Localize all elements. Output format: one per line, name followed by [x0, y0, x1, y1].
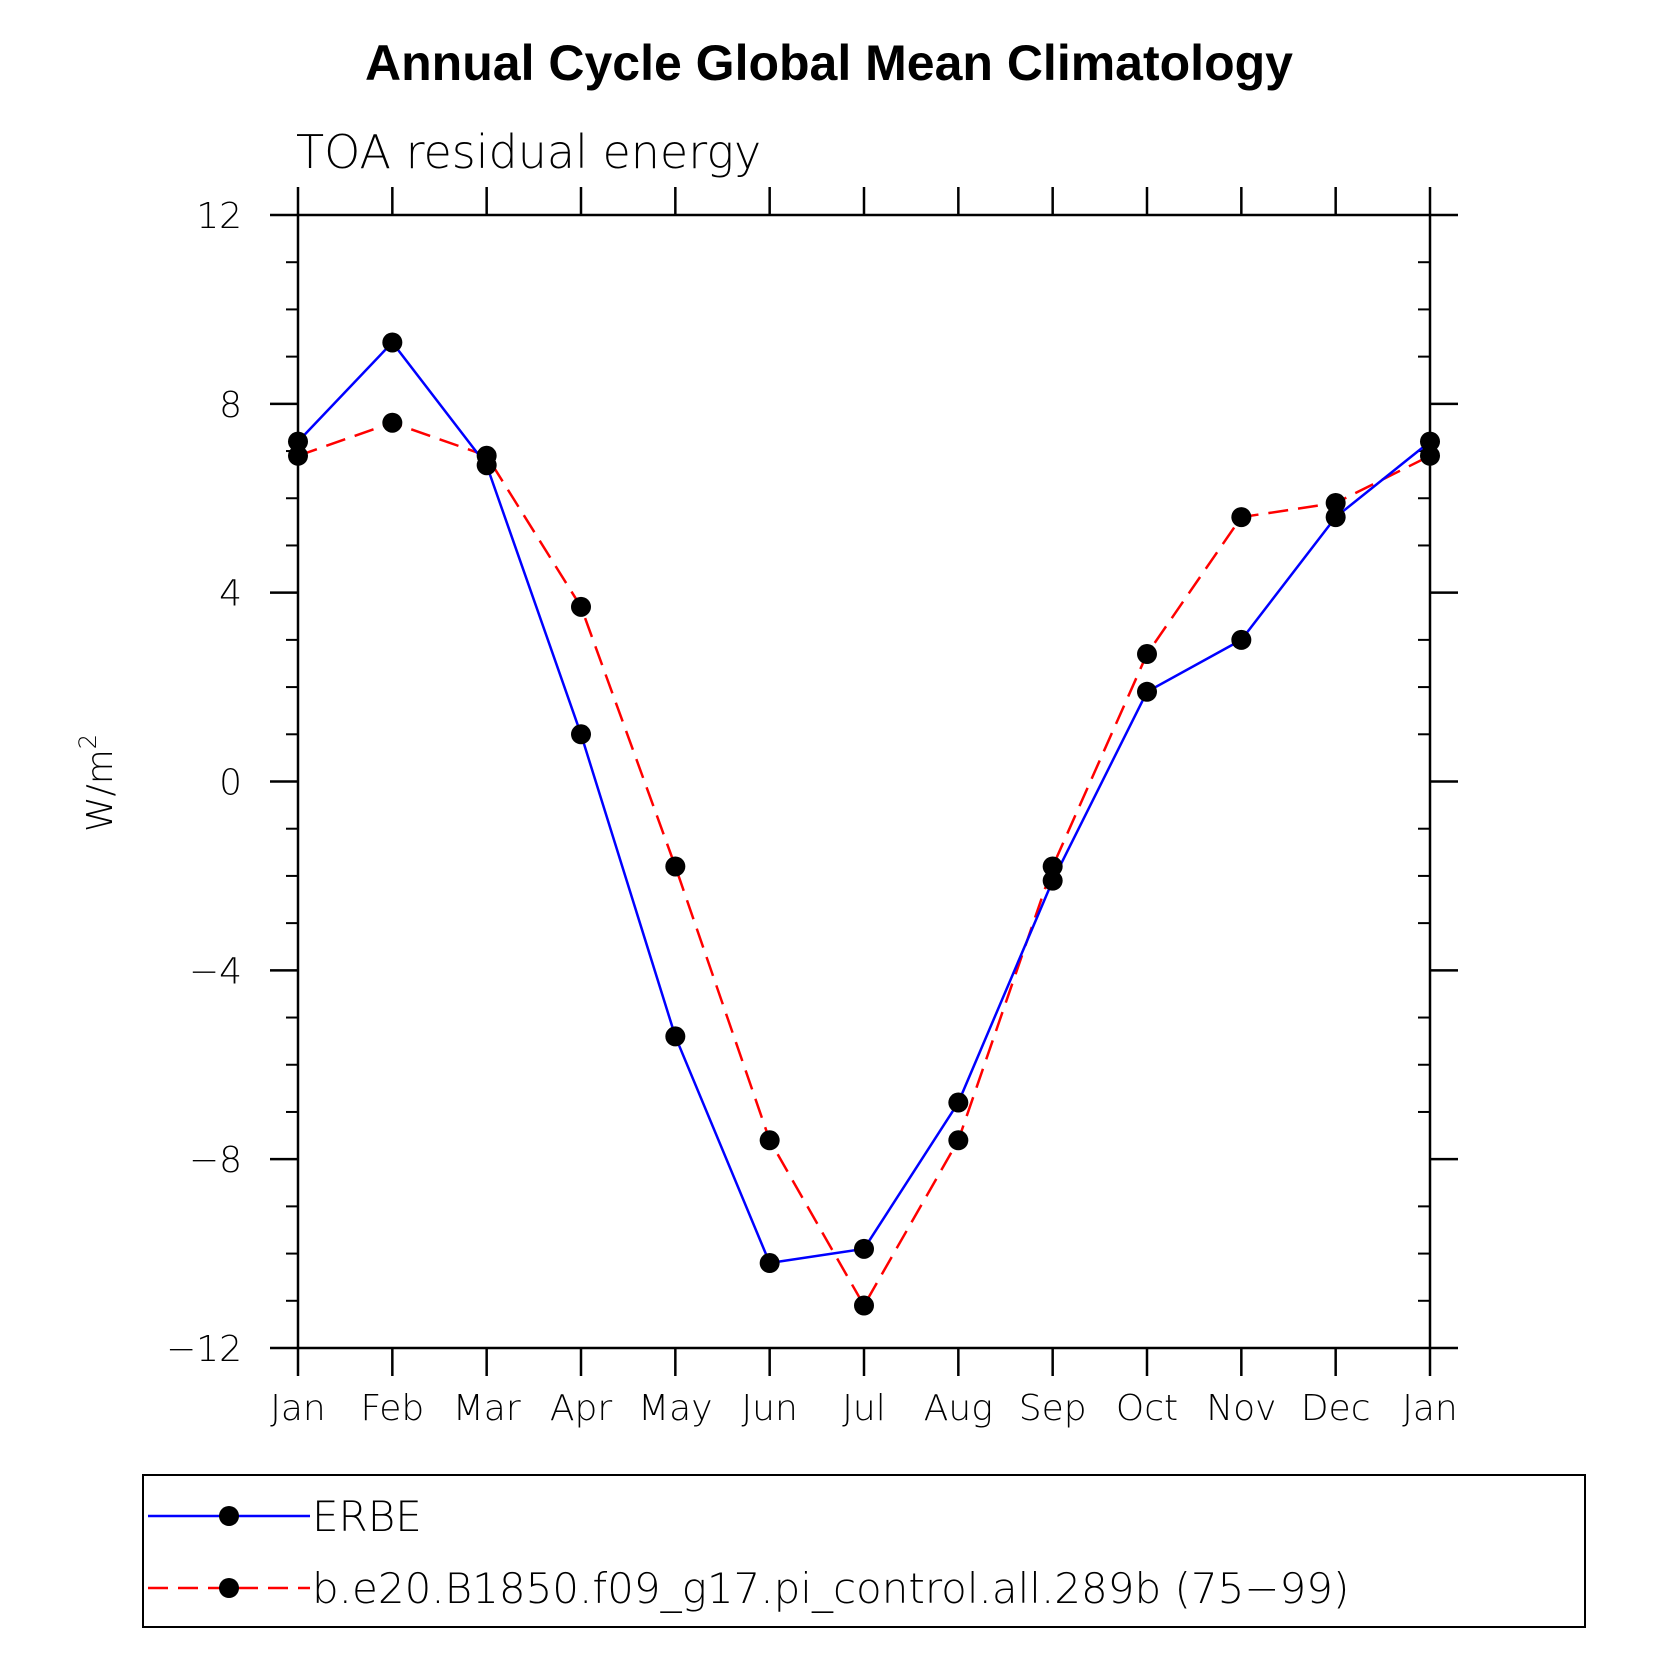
x-tick-label: Jan [270, 1388, 326, 1429]
data-point-erbe [665, 1026, 686, 1047]
y-axis-label-superscript: 2 [74, 734, 102, 749]
data-point-model [571, 596, 591, 617]
x-tick-label: Feb [360, 1388, 424, 1429]
data-point-erbe [571, 724, 591, 745]
chart-title: Annual Cycle Global Mean Climatology [365, 35, 1293, 91]
y-axis-label: W/m2 [74, 734, 121, 832]
series-lines [297, 340, 1431, 1309]
legend-marker-model [219, 1578, 239, 1598]
series-line-erbe [297, 340, 1431, 1265]
y-tick-label: 8 [219, 385, 242, 426]
data-point-erbe [1231, 629, 1252, 650]
chart-subtitle: TOA residual energy [296, 125, 761, 179]
data-point-erbe [1137, 681, 1157, 702]
x-tick-label: Dec [1301, 1388, 1371, 1429]
legend-label-erbe: ERBE [312, 1492, 422, 1541]
series-line-model [297, 421, 1431, 1309]
data-point-model [382, 412, 403, 433]
legend: ERBE b.e20.B1850.f09_g17.pi_control.all.… [142, 1474, 1586, 1628]
data-point-model [1042, 856, 1063, 877]
y-axis-label-text: W/m [80, 749, 121, 832]
svg-text:W/m2: W/m2 [74, 734, 121, 832]
y-tick-label: −12 [166, 1329, 242, 1370]
data-point-model [854, 1295, 874, 1316]
data-point-erbe [1420, 431, 1440, 452]
x-tick-label: Mar [453, 1388, 521, 1429]
data-point-model [1325, 492, 1346, 513]
legend-marker-erbe [219, 1506, 239, 1526]
data-point-model [665, 856, 686, 877]
axes [296, 213, 1432, 1350]
x-tick-label: Jun [742, 1388, 798, 1429]
x-tick-label: Jan [1402, 1388, 1458, 1429]
data-point-erbe [948, 1092, 969, 1113]
y-tick-label: 12 [196, 196, 242, 237]
data-point-model [759, 1130, 780, 1151]
x-tick-label: Nov [1206, 1388, 1276, 1429]
x-tick-label: May [638, 1388, 712, 1429]
y-tick-label: −4 [189, 951, 242, 992]
data-point-model [288, 445, 308, 466]
y-tick-label: −8 [189, 1140, 242, 1181]
x-tick-label: Jul [842, 1388, 885, 1429]
data-point-model [476, 445, 497, 466]
data-point-erbe [382, 332, 403, 353]
axis-ticks: −12 −8 −4 0 4 8 12 Jan Feb Mar Apr May Jun Jul Aug Sep O… [166, 187, 1458, 1429]
legend-label-model: b.e20.B1850.f09_g17.pi_control.all.289b … [312, 1564, 1349, 1613]
legend-box [142, 1474, 1586, 1628]
data-point-erbe [854, 1238, 874, 1259]
data-point-erbe [1042, 870, 1063, 891]
x-tick-label: Apr [550, 1388, 612, 1429]
data-point-erbe [1325, 507, 1346, 528]
data-point-model [1231, 507, 1252, 528]
data-point-model [1420, 445, 1440, 466]
data-point-erbe [759, 1253, 780, 1274]
x-tick-label: Sep [1019, 1388, 1087, 1429]
y-tick-label: 4 [219, 574, 242, 615]
data-point-erbe [288, 431, 308, 452]
data-point-model [1137, 644, 1157, 665]
x-tick-label: Oct [1116, 1388, 1178, 1429]
series-markers [288, 332, 1440, 1316]
x-tick-label: Aug [924, 1388, 993, 1429]
plot-frame [296, 213, 1432, 1350]
data-point-model [948, 1130, 969, 1151]
y-tick-label: 0 [219, 763, 242, 804]
